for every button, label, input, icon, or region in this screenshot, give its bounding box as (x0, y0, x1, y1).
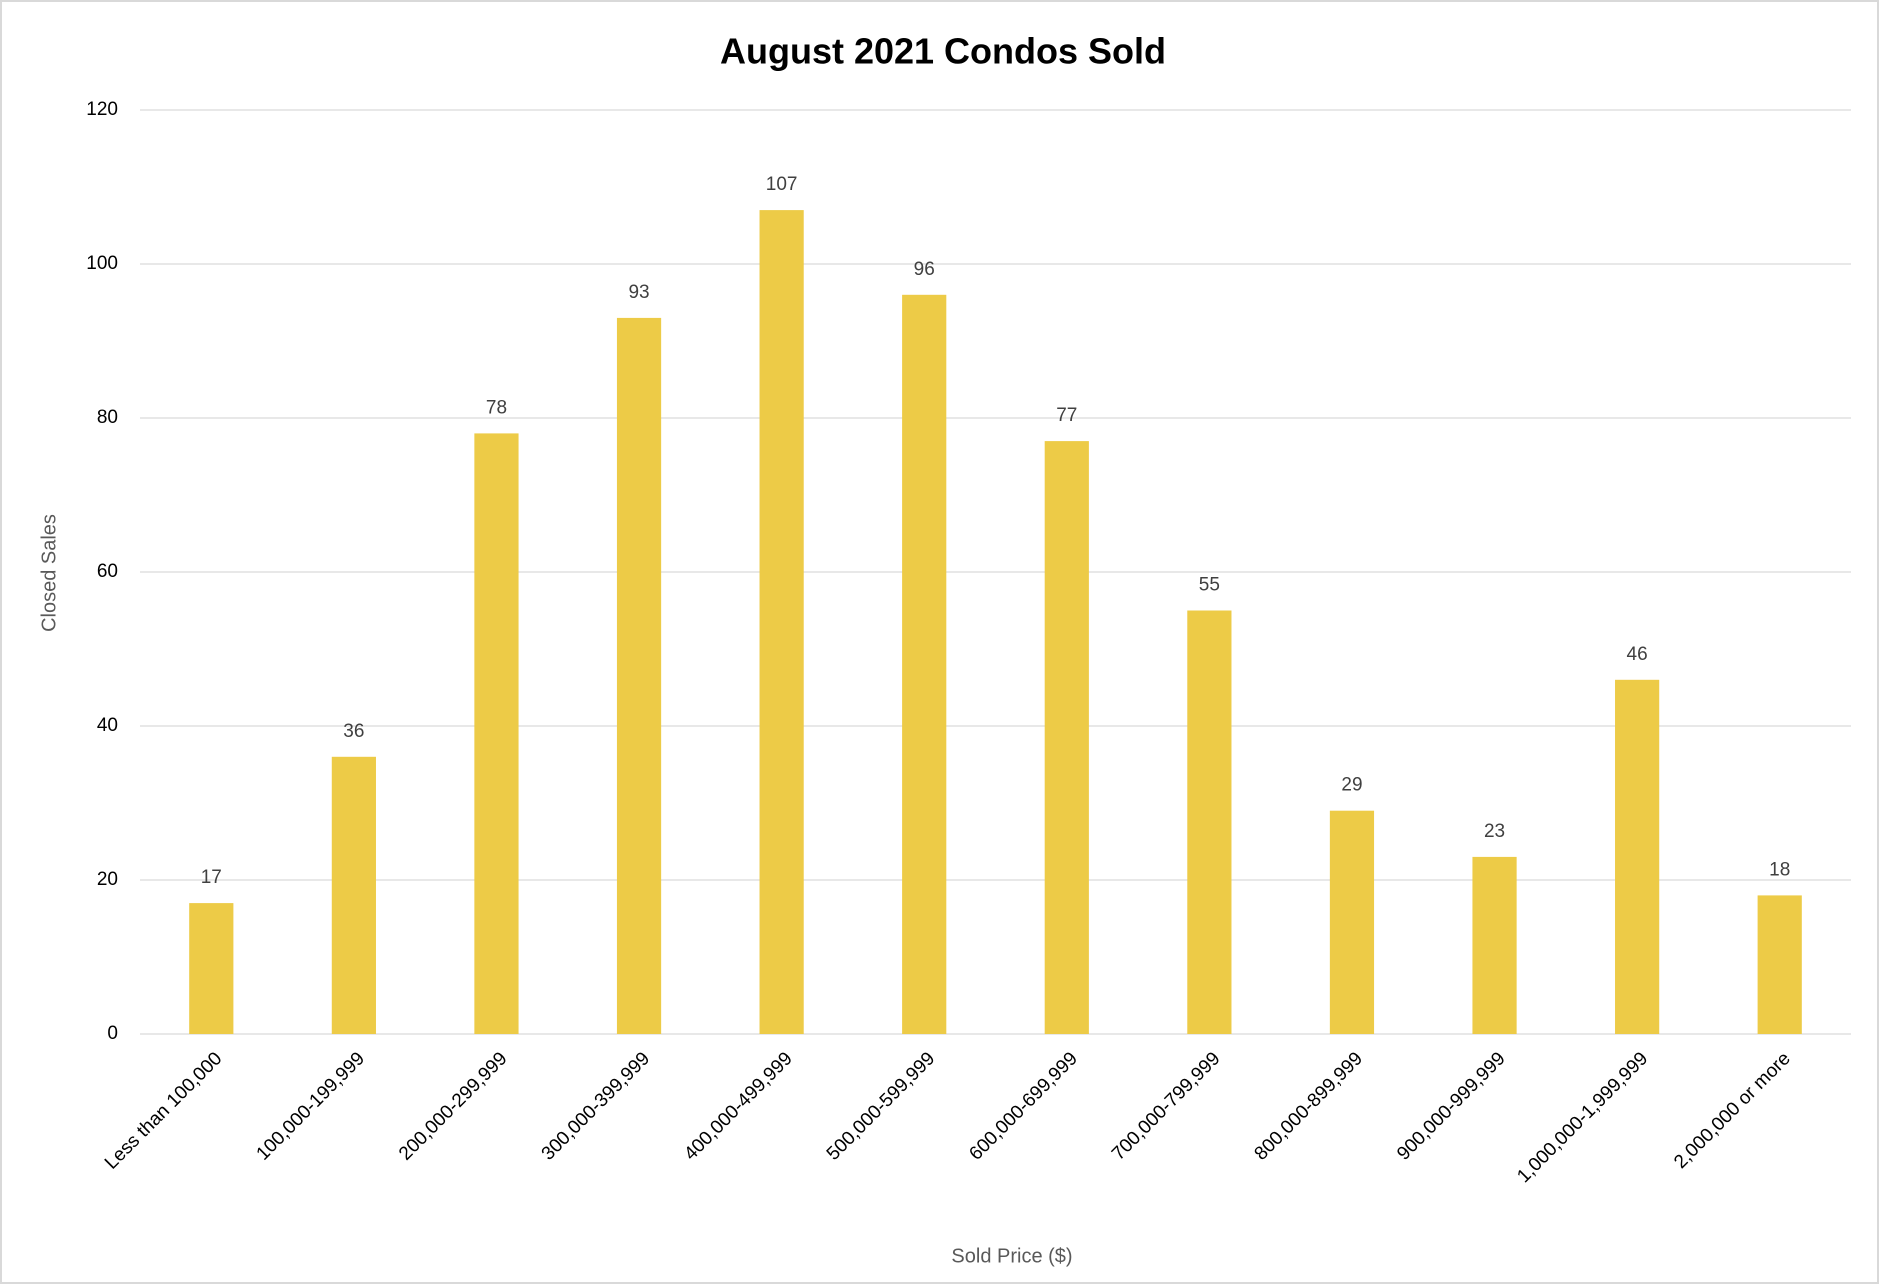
bar (902, 294, 947, 1034)
y-tick-label: 60 (97, 561, 118, 582)
y-tick-label: 80 (97, 407, 118, 428)
bar (1472, 856, 1517, 1034)
bar (331, 756, 376, 1034)
y-axis-title: Closed Sales (38, 514, 60, 632)
x-axis-title: Sold Price ($) (951, 1245, 1072, 1267)
y-tick-label: 100 (86, 253, 118, 274)
data-label: 96 (914, 259, 935, 280)
bar (1757, 895, 1802, 1034)
y-tick-label: 40 (97, 715, 118, 736)
data-label: 93 (628, 282, 649, 303)
data-label: 77 (1056, 405, 1077, 426)
bar (1615, 679, 1660, 1034)
data-label: 18 (1769, 859, 1790, 880)
y-tick-label: 120 (86, 99, 118, 120)
bar (1044, 441, 1089, 1035)
data-label: 55 (1199, 575, 1220, 596)
bar (759, 210, 804, 1035)
bar (474, 433, 519, 1034)
data-label: 46 (1627, 644, 1648, 665)
bar (1187, 610, 1232, 1034)
data-label: 17 (201, 867, 222, 888)
data-label: 29 (1341, 775, 1362, 796)
bar (189, 903, 234, 1034)
bar (616, 317, 662, 1034)
chart-title: August 2021 Condos Sold (720, 31, 1166, 72)
data-label: 107 (766, 174, 798, 195)
y-tick-label: 0 (107, 1023, 118, 1044)
bar (1329, 810, 1375, 1034)
data-label: 36 (343, 721, 364, 742)
data-label: 78 (486, 397, 507, 418)
y-tick-label: 20 (97, 869, 118, 890)
data-label: 23 (1484, 821, 1505, 842)
